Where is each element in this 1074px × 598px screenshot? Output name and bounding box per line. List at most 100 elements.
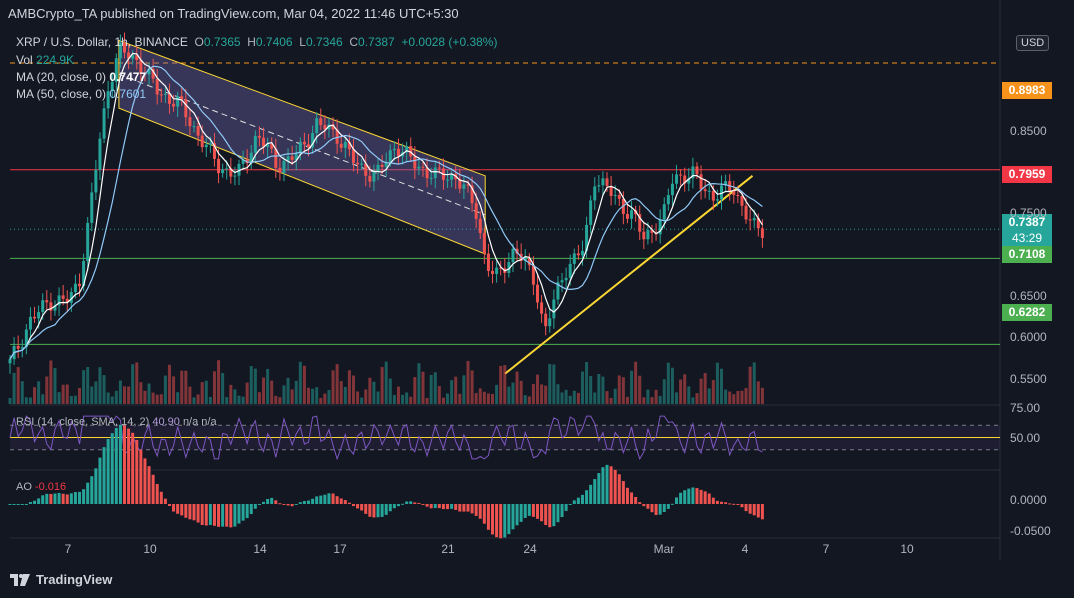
ao-bar [589, 484, 593, 504]
x-axis-label: 17 [333, 542, 347, 556]
candle-body [527, 257, 531, 266]
ao-bar [699, 489, 703, 504]
ao-axis-label: 0.0000 [1010, 493, 1047, 507]
volume-bar [613, 388, 617, 404]
volume-bar [172, 376, 176, 404]
volume-bar [454, 376, 458, 404]
ao-bar [298, 502, 302, 504]
volume-bar [286, 377, 290, 404]
volume-bar [646, 389, 650, 404]
volume-bar [695, 393, 699, 404]
candle-body [139, 60, 143, 74]
ao-bar [752, 504, 756, 516]
volume-bar [122, 386, 126, 404]
currency-button[interactable]: USD [1016, 35, 1050, 51]
ao-legend: AO -0.016 [16, 481, 67, 493]
ao-bar [760, 504, 764, 520]
ao-bar [110, 433, 114, 504]
candle-body [49, 302, 53, 311]
ao-bar [24, 504, 28, 505]
volume-bar [351, 375, 355, 404]
ao-bar [662, 504, 666, 512]
candle-body [699, 174, 703, 190]
tradingview-logo[interactable]: TradingView [10, 572, 112, 587]
ao-bar [65, 494, 69, 504]
volume-bar [327, 390, 331, 404]
candle-body [151, 68, 155, 79]
ao-bar [163, 498, 167, 504]
candle-body [57, 295, 61, 306]
volume-bar [49, 360, 53, 404]
candle-body [486, 253, 490, 271]
volume-bar [294, 380, 298, 404]
ao-bar [151, 474, 155, 504]
ao-bar [597, 473, 601, 504]
volume-bar [548, 364, 552, 404]
ao-bar [580, 494, 584, 504]
volume-bar [392, 394, 396, 404]
ao-bar [343, 500, 347, 504]
candle-body [724, 181, 728, 186]
x-axis-label: 7 [822, 542, 830, 556]
volume-bar [167, 364, 171, 404]
volume-bar [564, 389, 568, 404]
ao-bar [274, 500, 278, 504]
volume-bar [65, 384, 69, 404]
candle-body [106, 91, 110, 109]
candle-body [544, 313, 548, 327]
volume-bar [544, 385, 548, 404]
tradingview-logo-icon [10, 573, 30, 586]
candle-body [564, 277, 568, 281]
volume-bar [675, 392, 679, 404]
candle-body [409, 146, 413, 157]
ao-bar [61, 493, 65, 504]
volume-legend: Vol 224.9K [16, 53, 75, 67]
candle-body [760, 228, 764, 238]
volume-bar [580, 371, 584, 404]
candle-body [82, 261, 86, 287]
candle-body [90, 192, 94, 223]
candle-body [53, 305, 57, 311]
volume-bar [204, 380, 208, 404]
candle-body [433, 167, 437, 178]
volume-bar [282, 385, 286, 404]
candle-body [466, 184, 470, 186]
candle-body [278, 167, 282, 173]
ao-bar [315, 496, 319, 504]
candle-body [556, 282, 560, 300]
ao-bar [270, 497, 274, 504]
ao-bar [499, 504, 503, 539]
candle-body [523, 257, 527, 261]
candle-body [535, 284, 539, 303]
candle-body [491, 270, 495, 274]
x-axis-label: 24 [523, 542, 537, 556]
volume-bar [642, 397, 646, 404]
ao-bar [106, 439, 110, 504]
volume-bar [744, 387, 748, 404]
ao-bar [540, 504, 544, 522]
y-axis-label: 0.6500 [1010, 289, 1047, 303]
y-axis-label: 0.8500 [1010, 124, 1047, 138]
candle-body [78, 283, 82, 287]
ao-bar [495, 504, 499, 538]
candle-body [163, 93, 167, 95]
candle-body [266, 144, 270, 147]
ao-bar [638, 502, 642, 504]
candle-body [437, 167, 441, 169]
volume-bar [176, 392, 180, 404]
ao-bar [478, 504, 482, 519]
candle-body [736, 195, 740, 197]
ao-bar [225, 504, 229, 527]
ao-bar [98, 457, 102, 504]
volume-bar [732, 394, 736, 404]
candle-body [221, 169, 225, 174]
ao-bar [392, 504, 396, 509]
ao-bar [634, 497, 638, 504]
symbol-legend: XRP / U.S. Dollar, 1h, BINANCE O0.7365 H… [16, 35, 498, 49]
volume-bar [568, 395, 572, 404]
candle-body [257, 135, 261, 138]
candle-body [695, 166, 699, 175]
candle-body [196, 126, 200, 136]
volume-bar [691, 397, 695, 404]
